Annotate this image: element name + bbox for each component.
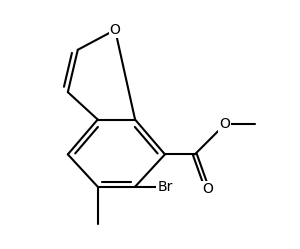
Text: Br: Br	[157, 180, 172, 194]
Text: O: O	[219, 118, 230, 131]
Text: O: O	[110, 23, 121, 37]
Text: O: O	[202, 182, 213, 196]
